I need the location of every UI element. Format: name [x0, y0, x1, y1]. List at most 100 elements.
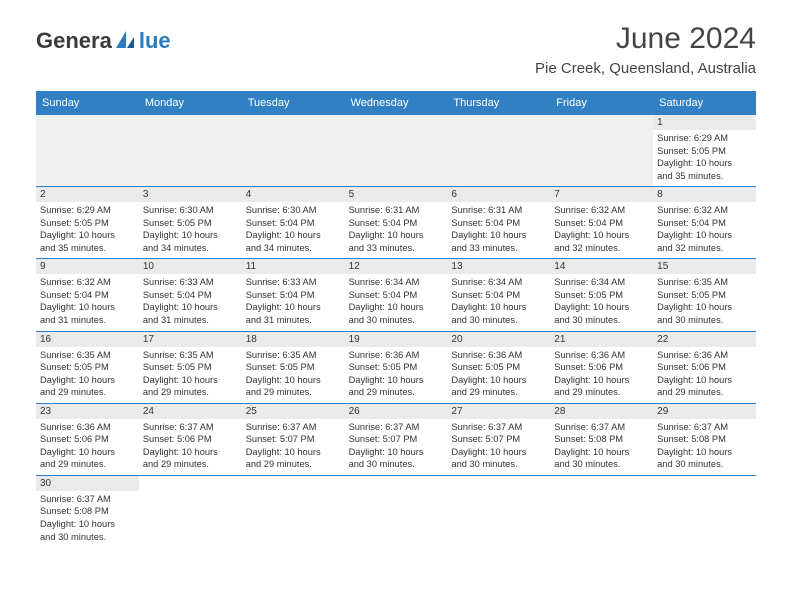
day-number-row: 17	[139, 332, 242, 347]
weekday-header-cell: Monday	[139, 91, 242, 115]
day-number: 7	[554, 189, 560, 200]
day-cell	[447, 115, 550, 186]
weekday-header-cell: Tuesday	[242, 91, 345, 115]
day-number: 11	[246, 261, 256, 272]
day-number: 1	[657, 117, 663, 128]
day-cell: 5Sunrise: 6:31 AMSunset: 5:04 PMDaylight…	[345, 187, 448, 258]
day-body: Sunrise: 6:37 AMSunset: 5:08 PMDaylight:…	[550, 419, 653, 475]
day-number-row: 21	[550, 332, 653, 347]
day-number: 17	[143, 334, 154, 345]
day-number: 28	[554, 406, 565, 417]
day-number: 24	[143, 406, 154, 417]
day-body: Sunrise: 6:29 AMSunset: 5:05 PMDaylight:…	[653, 130, 756, 186]
day-body: Sunrise: 6:29 AMSunset: 5:05 PMDaylight:…	[36, 202, 139, 258]
logo-text-dark: Genera	[36, 28, 112, 54]
day-body: Sunrise: 6:37 AMSunset: 5:08 PMDaylight:…	[36, 491, 139, 547]
day-number: 29	[657, 406, 668, 417]
day-number-row: 22	[653, 332, 756, 347]
weekday-header-cell: Wednesday	[345, 91, 448, 115]
day-number: 15	[657, 261, 668, 272]
day-cell: 27Sunrise: 6:37 AMSunset: 5:07 PMDayligh…	[447, 404, 550, 475]
day-number: 4	[246, 189, 252, 200]
day-body: Sunrise: 6:36 AMSunset: 5:05 PMDaylight:…	[447, 347, 550, 403]
logo: Genera lue	[36, 28, 171, 54]
day-number-row: 10	[139, 259, 242, 274]
day-number: 20	[451, 334, 462, 345]
day-cell: 19 Sunrise: 6:36 AMSunset: 5:05 PMDayligh…	[345, 332, 448, 403]
day-number: 18	[246, 334, 257, 345]
day-body: Sunrise: 6:35 AMSunset: 5:05 PMDaylight:…	[242, 347, 345, 403]
week-row: 2 Sunrise: 6:29 AMSunset: 5:05 PMDaylight…	[36, 187, 756, 259]
day-body: Sunrise: 6:33 AMSunset: 5:04 PMDaylight:…	[242, 274, 345, 330]
day-cell: 2 Sunrise: 6:29 AMSunset: 5:05 PMDaylight…	[36, 187, 139, 258]
day-cell: 14 Sunrise: 6:34 AMSunset: 5:05 PMDayligh…	[550, 259, 653, 330]
day-body: Sunrise: 6:34 AMSunset: 5:04 PMDaylight:…	[447, 274, 550, 330]
day-number-row: 4	[242, 187, 345, 202]
day-number-row: 23	[36, 404, 139, 419]
day-body: Sunrise: 6:36 AMSunset: 5:06 PMDaylight:…	[550, 347, 653, 403]
day-cell: 8Sunrise: 6:32 AMSunset: 5:04 PMDaylight…	[653, 187, 756, 258]
day-cell: 15 Sunrise: 6:35 AMSunset: 5:05 PMDayligh…	[653, 259, 756, 330]
day-number-row: 29	[653, 404, 756, 419]
day-number: 25	[246, 406, 257, 417]
day-body: Sunrise: 6:36 AMSunset: 5:05 PMDaylight:…	[345, 347, 448, 403]
day-number-row: 20	[447, 332, 550, 347]
day-cell	[345, 476, 448, 547]
day-body: Sunrise: 6:35 AMSunset: 5:05 PMDaylight:…	[36, 347, 139, 403]
day-number-row: 5	[345, 187, 448, 202]
day-number-row: 9	[36, 259, 139, 274]
weekday-header-cell: Thursday	[447, 91, 550, 115]
day-number: 8	[657, 189, 663, 200]
day-cell: 29Sunrise: 6:37 AMSunset: 5:08 PMDayligh…	[653, 404, 756, 475]
weekday-header-cell: Friday	[550, 91, 653, 115]
day-cell: 12Sunrise: 6:34 AMSunset: 5:04 PMDayligh…	[345, 259, 448, 330]
day-cell	[447, 476, 550, 547]
day-number-row: 25	[242, 404, 345, 419]
day-cell	[139, 476, 242, 547]
weekday-header-cell: Saturday	[653, 91, 756, 115]
day-cell: 7 Sunrise: 6:32 AMSunset: 5:04 PMDaylight…	[550, 187, 653, 258]
day-number-row: 24	[139, 404, 242, 419]
day-number: 26	[349, 406, 360, 417]
day-number: 2	[40, 189, 46, 200]
day-number-row: 14	[550, 259, 653, 274]
day-number: 22	[657, 334, 668, 345]
day-number-row: 8	[653, 187, 756, 202]
day-cell	[653, 476, 756, 547]
day-body: Sunrise: 6:37 AMSunset: 5:07 PMDaylight:…	[447, 419, 550, 475]
calendar-weeks: 1 Sunrise: 6:29 AMSunset: 5:05 PMDaylight…	[36, 115, 756, 547]
day-cell	[345, 115, 448, 186]
day-number: 12	[349, 261, 360, 272]
day-cell: 24Sunrise: 6:37 AMSunset: 5:06 PMDayligh…	[139, 404, 242, 475]
day-body: Sunrise: 6:33 AMSunset: 5:04 PMDaylight:…	[139, 274, 242, 330]
day-body: Sunrise: 6:34 AMSunset: 5:05 PMDaylight:…	[550, 274, 653, 330]
day-body: Sunrise: 6:32 AMSunset: 5:04 PMDaylight:…	[550, 202, 653, 258]
day-cell	[242, 115, 345, 186]
day-body: Sunrise: 6:35 AMSunset: 5:05 PMDaylight:…	[139, 347, 242, 403]
day-number: 19	[349, 334, 360, 345]
weekday-header-row: SundayMondayTuesdayWednesdayThursdayFrid…	[36, 91, 756, 115]
day-cell: 6Sunrise: 6:31 AMSunset: 5:04 PMDaylight…	[447, 187, 550, 258]
day-cell: 11 Sunrise: 6:33 AMSunset: 5:04 PMDayligh…	[242, 259, 345, 330]
day-number: 14	[554, 261, 565, 272]
day-number-row: 15	[653, 259, 756, 274]
title-block: June 2024 Pie Creek, Queensland, Austral…	[535, 22, 756, 77]
day-body: Sunrise: 6:36 AMSunset: 5:06 PMDaylight:…	[36, 419, 139, 475]
day-cell: 26 Sunrise: 6:37 AMSunset: 5:07 PMDayligh…	[345, 404, 448, 475]
logo-text-blue: lue	[139, 28, 171, 54]
week-row: 9Sunrise: 6:32 AMSunset: 5:04 PMDaylight…	[36, 259, 756, 331]
day-cell: 28 Sunrise: 6:37 AMSunset: 5:08 PMDayligh…	[550, 404, 653, 475]
day-body: Sunrise: 6:30 AMSunset: 5:04 PMDaylight:…	[242, 202, 345, 258]
day-number: 23	[40, 406, 51, 417]
day-cell: 21Sunrise: 6:36 AMSunset: 5:06 PMDayligh…	[550, 332, 653, 403]
day-body: Sunrise: 6:35 AMSunset: 5:05 PMDaylight:…	[653, 274, 756, 330]
day-number-row: 30	[36, 476, 139, 491]
calendar: SundayMondayTuesdayWednesdayThursdayFrid…	[36, 91, 756, 547]
day-number-row: 1	[653, 115, 756, 130]
day-body: Sunrise: 6:31 AMSunset: 5:04 PMDaylight:…	[345, 202, 448, 258]
day-cell: 1 Sunrise: 6:29 AMSunset: 5:05 PMDaylight…	[653, 115, 756, 186]
day-body: Sunrise: 6:32 AMSunset: 5:04 PMDaylight:…	[36, 274, 139, 330]
header: Genera lue June 2024 Pie Creek, Queensla…	[0, 0, 792, 83]
day-body: Sunrise: 6:37 AMSunset: 5:07 PMDaylight:…	[345, 419, 448, 475]
day-cell: 16Sunrise: 6:35 AMSunset: 5:05 PMDayligh…	[36, 332, 139, 403]
